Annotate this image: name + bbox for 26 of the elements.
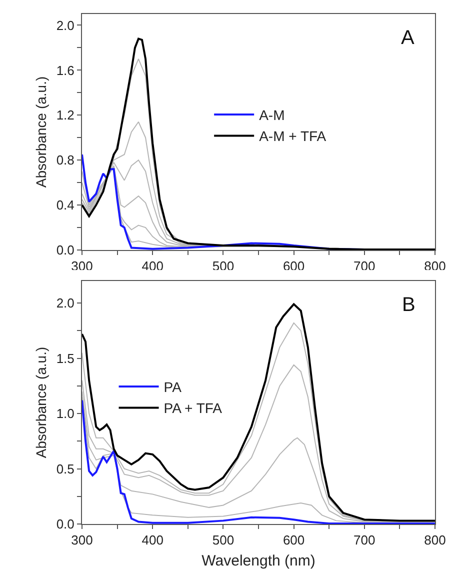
y-tick-label: 0.0 <box>56 516 74 532</box>
annotation: B <box>402 294 416 316</box>
x-tick-label: 500 <box>212 532 234 548</box>
y-tick-label: 1.5 <box>56 350 74 366</box>
legend-label: A-M + TFA <box>259 128 327 144</box>
y-tick-label: 0.8 <box>56 152 74 168</box>
legend-label: PA <box>164 378 182 395</box>
x-tick-label: 700 <box>354 532 376 548</box>
y-tick-label: 2.0 <box>56 18 74 33</box>
annotation: A <box>401 27 415 49</box>
legend-label: A-M <box>259 107 285 124</box>
y-tick-label: 0.0 <box>56 242 74 258</box>
x-tick-label: 600 <box>282 532 305 548</box>
y-tick-label: 0.5 <box>56 461 74 476</box>
y-axis-title: Absorbance (a.u.) <box>32 346 49 458</box>
y-tick-label: 1.2 <box>56 108 74 123</box>
x-tick-label: 300 <box>71 532 93 548</box>
y-tick-label: 1.0 <box>56 406 74 422</box>
y-tick-label: 0.4 <box>56 198 74 213</box>
y-axis-title: Absorbance (a.u.) <box>32 76 49 188</box>
y-tick-label: 2.0 <box>56 296 74 311</box>
y-tick-label: 1.6 <box>56 62 74 78</box>
legend-label: PA + TFA <box>164 400 223 416</box>
x-tick-label: 400 <box>142 532 164 548</box>
x-tick-label: 800 <box>424 532 446 548</box>
x-axis-title: Wavelength (nm) <box>202 552 316 570</box>
